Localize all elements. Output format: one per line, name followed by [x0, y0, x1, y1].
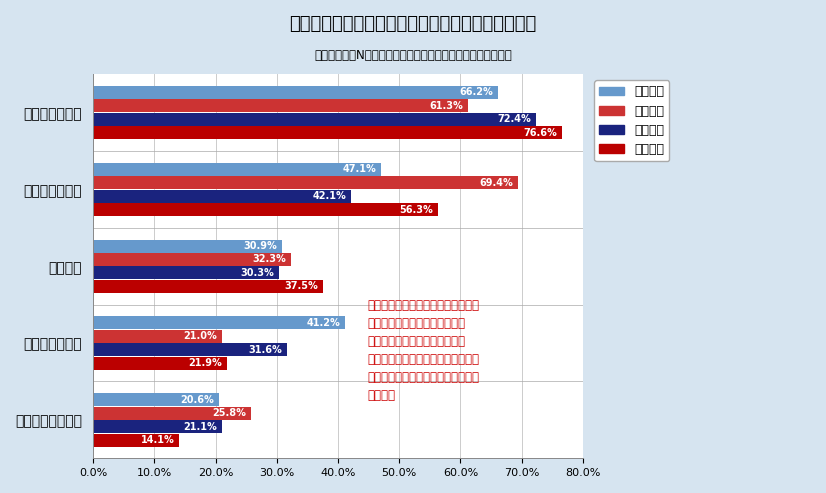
Legend: 関東男性, 関東女性, 関西男性, 関西女性: 関東男性, 関東女性, 関西男性, 関西女性 — [594, 80, 669, 161]
Bar — [93, 240, 282, 252]
Text: 21.9%: 21.9% — [188, 358, 222, 368]
Text: 30.9%: 30.9% — [244, 241, 278, 251]
Text: 30.3%: 30.3% — [240, 268, 273, 278]
Bar — [93, 190, 351, 203]
Text: 31.6%: 31.6% — [248, 345, 282, 355]
Text: 66.2%: 66.2% — [460, 87, 494, 98]
Text: 72.4%: 72.4% — [498, 114, 531, 124]
Text: 42.1%: 42.1% — [312, 191, 346, 201]
Text: 21.0%: 21.0% — [183, 331, 216, 341]
Bar — [93, 407, 251, 420]
Text: 20.6%: 20.6% — [181, 395, 214, 405]
Text: 関東男性は「生活習慣病対策」項の
回答の高さから『健康面』を、
関西男性は「運動不足の解消」
「筋力トレーニング」が高い点から
「運動面」を目的としていることが: 関東男性は「生活習慣病対策」項の 回答の高さから『健康面』を、 関西男性は「運動… — [368, 299, 479, 402]
Bar — [93, 253, 291, 266]
Text: 76.6%: 76.6% — [524, 128, 558, 138]
Text: 56.3%: 56.3% — [399, 205, 433, 214]
Text: 47.1%: 47.1% — [343, 164, 377, 174]
Bar — [93, 203, 438, 216]
Text: 37.5%: 37.5% — [284, 282, 318, 291]
Bar — [93, 420, 222, 433]
Bar — [93, 99, 468, 112]
Bar — [93, 393, 219, 406]
Text: 32.3%: 32.3% — [252, 254, 286, 265]
Text: 41.2%: 41.2% — [306, 318, 340, 328]
Bar — [93, 176, 518, 189]
Text: （複数回答／N＝ウォーキングを意識していると回答した方）: （複数回答／N＝ウォーキングを意識していると回答した方） — [314, 49, 512, 62]
Bar — [93, 266, 278, 280]
Bar — [93, 330, 221, 343]
Text: ウォーキングを意識している理由を教えてください: ウォーキングを意識している理由を教えてください — [289, 15, 537, 33]
Bar — [93, 356, 227, 370]
Bar — [93, 317, 345, 329]
Bar — [93, 163, 382, 176]
Bar — [93, 280, 323, 293]
Text: 25.8%: 25.8% — [212, 408, 246, 418]
Bar — [93, 343, 287, 356]
Bar — [93, 113, 536, 126]
Text: 21.1%: 21.1% — [183, 422, 217, 431]
Bar — [93, 433, 179, 447]
Text: 61.3%: 61.3% — [430, 101, 463, 111]
Bar — [93, 86, 498, 99]
Text: 69.4%: 69.4% — [479, 177, 513, 188]
Text: 14.1%: 14.1% — [140, 435, 174, 445]
Bar — [93, 126, 563, 139]
